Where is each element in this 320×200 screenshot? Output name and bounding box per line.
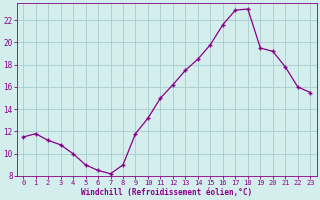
X-axis label: Windchill (Refroidissement éolien,°C): Windchill (Refroidissement éolien,°C) — [81, 188, 252, 197]
